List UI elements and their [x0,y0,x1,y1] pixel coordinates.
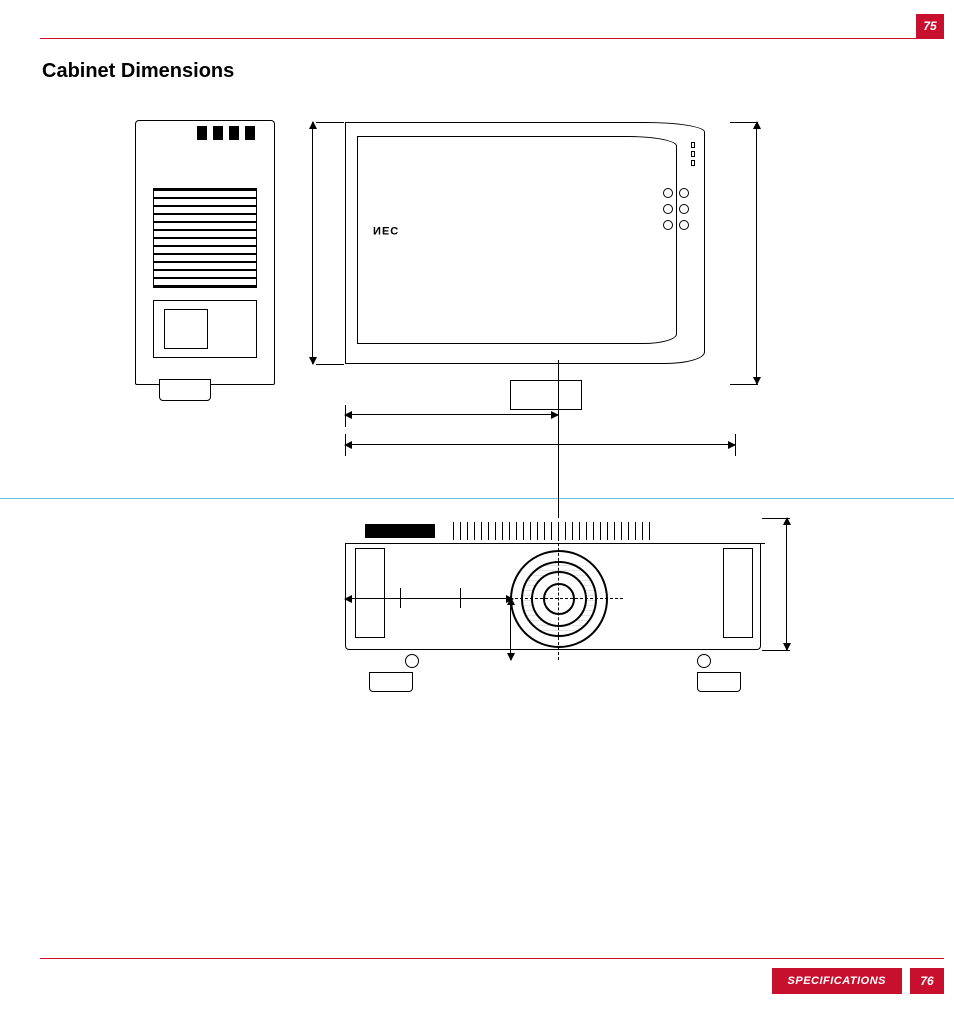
dimension-tick [762,518,790,519]
front-adjuster-knob [697,654,711,668]
front-adjuster-knob [405,654,419,668]
dimension-height-right [756,122,757,384]
dimension-height-left [312,122,313,364]
dimension-tick [345,405,346,427]
front-foot [369,672,413,692]
arrow-up-icon [507,597,515,605]
header-rule [40,38,944,39]
dimension-tick [735,434,736,456]
rear-io-panel-inner [164,309,208,349]
led-icon [691,142,695,148]
rear-tab [245,126,255,140]
front-foot [697,672,741,692]
front-top-vents [453,522,653,540]
dimension-tick [316,122,344,123]
dimension-diagram: NEC [0,110,954,710]
lens-assembly-top [510,380,582,410]
arrow-down-icon [507,653,515,661]
led-icon [691,160,695,166]
rear-tab [229,126,239,140]
control-button-icon [679,220,689,230]
front-left-panel [355,548,385,638]
dimension-tick [730,122,758,123]
top-page-number: 75 [923,19,936,33]
rear-tab [213,126,223,140]
projector-rear-view [135,120,275,385]
front-top-slot [365,524,435,538]
footer-rule [40,958,944,959]
brand-logo: NEC [373,224,399,236]
dimension-tick [460,588,461,608]
rear-tab [197,126,207,140]
dimension-width-to-lens-axis [345,414,558,415]
lens-glass [543,583,575,615]
dimension-tick [345,434,346,456]
top-page-number-badge: 75 [916,14,944,38]
dimension-full-width [345,444,735,445]
control-button-icon [679,188,689,198]
indicator-leds [691,142,699,166]
top-body-inner-outline [357,136,677,344]
dimension-front-height [786,518,787,650]
dimension-tick [316,364,344,365]
dimension-tick [730,384,758,385]
footer-section-label: SPECIFICATIONS [772,968,902,994]
front-feet-group [345,672,765,692]
lens-crosshair-vertical [558,538,559,660]
dimension-lens-center-to-base [510,598,511,660]
dimension-lens-offset [345,598,513,599]
rear-io-panel [153,300,257,358]
control-button-icon [663,220,673,230]
footer-page-number: 76 [910,968,944,994]
registration-guideline [0,498,954,499]
dimension-tick [762,650,790,651]
arrow-left-icon [344,595,352,603]
control-buttons-group [663,188,691,232]
front-right-panel [723,548,753,638]
rear-foot [159,379,211,401]
dimension-tick [400,588,401,608]
control-button-icon [663,204,673,214]
projector-top-view: NEC [345,122,735,384]
front-top-panel [345,518,765,544]
footer-strip: SPECIFICATIONS 76 [772,968,944,994]
led-icon [691,151,695,157]
control-button-icon [679,204,689,214]
section-title: Cabinet Dimensions [42,60,234,83]
control-button-icon [663,188,673,198]
rear-top-tabs [155,126,255,140]
rear-vent-grille [153,188,257,288]
